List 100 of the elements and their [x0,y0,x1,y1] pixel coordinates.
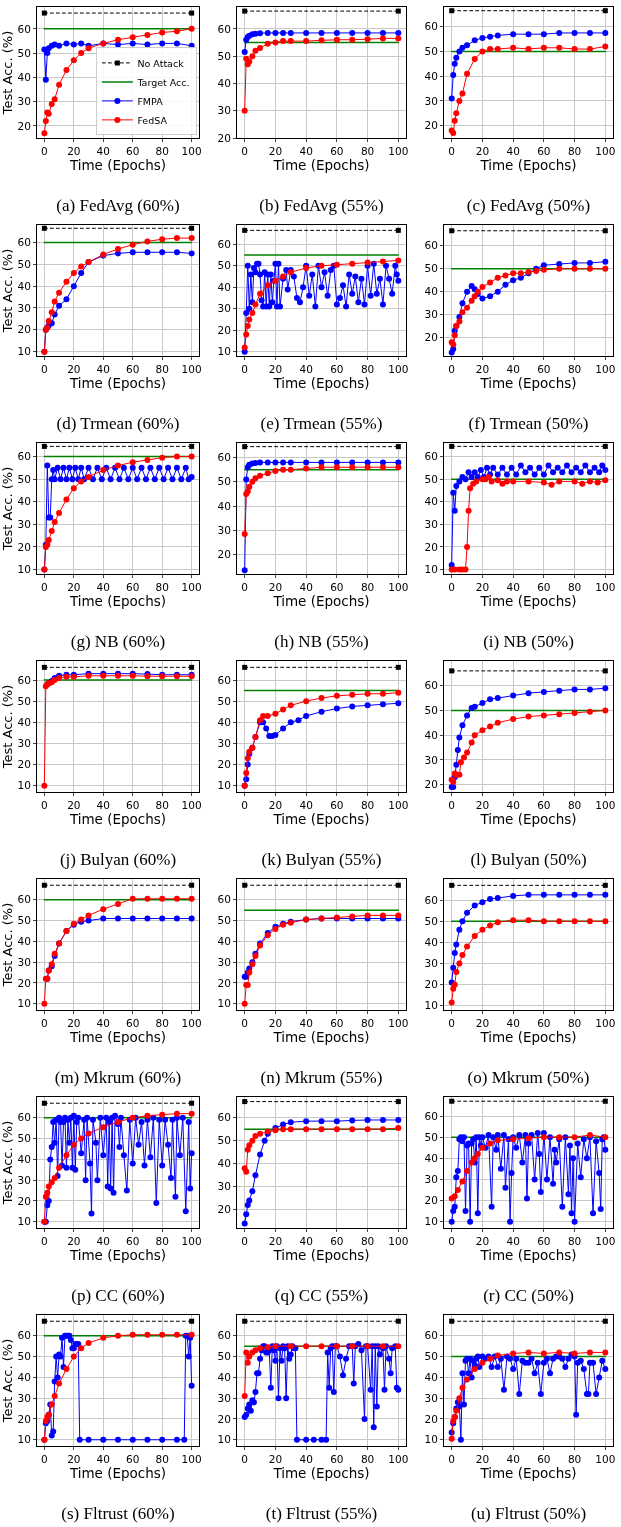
y-tick-label: 40 [17,71,31,84]
y-tick-label: 20 [424,978,438,991]
y-tick-label: 50 [217,694,231,707]
x-tick-label: 40 [96,580,110,593]
text: (d) Trmean (60%) [56,414,180,434]
x-tick-label: 0 [448,362,456,375]
y-tick-label: 50 [424,704,438,717]
text: (b) FedAvg (55%) [259,196,384,216]
y-tick-label: 50 [424,1130,438,1143]
x-axis-title: Time (Epochs) [272,810,370,827]
x-tick-label: 20 [475,1016,490,1029]
y-tick-label: 40 [217,935,231,948]
y-tick-label: 40 [424,69,438,82]
x-tick-label: 80 [360,798,375,811]
y-tick-label: 20 [217,548,231,561]
y-tick-label: 20 [17,1194,31,1207]
x-axis-title: Time (Epochs) [272,374,370,391]
x-tick-label: 0 [41,798,48,811]
y-tick-label: 50 [217,1350,231,1363]
x-tick-label: 100 [181,1016,202,1029]
y-tick-label: 10 [17,563,31,576]
y-tick-label: 30 [17,1173,31,1186]
x-tick-label: 60 [537,1016,551,1029]
y-tick-label: 60 [217,22,231,35]
y-tick-label: 60 [424,450,438,463]
y-tick-label: 40 [17,1153,31,1166]
y-tick-label: 50 [217,914,231,927]
y-tick-label: 30 [17,301,31,314]
y-tick-label: 30 [424,1391,438,1404]
text: (o) Mkrum (50%) [467,1068,590,1088]
x-tick-label: 0 [241,1452,249,1465]
x-tick-label: 100 [388,798,409,811]
x-tick-label: 80 [155,580,169,593]
x-tick-label: 20 [67,580,81,593]
x-tick-label: 0 [41,362,48,375]
y-tick-label: 30 [17,1391,31,1404]
y-tick-label: 20 [17,758,31,771]
x-tick-label: 80 [360,1016,375,1029]
x-tick-label: 100 [595,1452,616,1465]
y-tick-label: 40 [17,935,31,948]
y-tick-label: 50 [17,46,31,59]
y-tick-label: 10 [424,999,438,1012]
x-tick-label: 40 [96,798,110,811]
x-tick-label: 20 [268,798,283,811]
x-tick-label: 0 [241,1016,249,1029]
x-tick-label: 20 [268,580,283,593]
x-tick-label: 20 [67,1452,81,1465]
y-tick-label: 60 [217,673,231,686]
y-tick-label: 20 [17,540,31,553]
y-axis-title: Test Acc. (%) [0,1120,15,1206]
x-tick-label: 80 [155,1016,169,1029]
y-tick-label: 60 [217,893,231,906]
x-tick-label: 40 [506,1452,520,1465]
x-tick-label: 80 [567,798,582,811]
y-tick-label: 40 [17,279,31,292]
x-axis-title: Time (Epochs) [68,374,167,391]
y-tick-label: 60 [424,1329,438,1342]
x-tick-label: 60 [537,580,551,593]
y-tick-label: 40 [217,715,231,728]
x-tick-label: 100 [181,580,202,593]
y-tick-label: 50 [17,914,31,927]
text: (k) Bulyan (55%) [261,850,382,870]
y-tick-label: 60 [217,1111,231,1124]
y-tick-label: 20 [17,323,31,336]
x-tick-label: 0 [241,798,249,811]
x-tick-label: 0 [241,144,249,157]
y-tick-label: 30 [217,737,231,750]
y-tick-label: 50 [217,475,231,488]
x-tick-label: 80 [155,144,169,157]
y-tick-label: 40 [17,495,31,508]
x-tick-label: 20 [268,1234,283,1247]
x-tick-label: 100 [388,362,409,375]
y-tick-label: 60 [424,1109,438,1122]
x-tick-label: 100 [181,1452,202,1465]
x-tick-label: 60 [126,1016,140,1029]
x-tick-label: 0 [41,1016,48,1029]
y-tick-label: 60 [17,893,31,906]
x-tick-label: 80 [567,144,582,157]
text: (m) Mkrum (60%) [54,1068,182,1088]
y-tick-label: 20 [217,323,231,336]
x-tick-label: 60 [330,362,344,375]
x-axis-title: Time (Epochs) [479,1028,577,1045]
x-tick-label: 40 [299,1016,313,1029]
x-tick-label: 20 [268,362,283,375]
x-tick-label: 80 [360,1234,375,1247]
x-tick-label: 40 [506,362,520,375]
text: (s) Fltrust (60%) [61,1504,175,1524]
x-tick-label: 60 [537,144,551,157]
x-axis-title: Time (Epochs) [479,374,577,391]
x-axis-title: Time (Epochs) [68,156,167,173]
text: (i) NB (50%) [483,632,574,652]
x-tick-label: 20 [475,580,490,593]
x-tick-label: 40 [506,144,520,157]
x-tick-label: 0 [41,144,48,157]
y-axis-title: Test Acc. (%) [0,684,15,770]
x-axis-title: Time (Epochs) [68,1028,167,1045]
text: (l) Bulyan (50%) [470,850,587,870]
y-tick-label: 30 [217,955,231,968]
x-tick-label: 80 [155,1234,169,1247]
text: (c) FedAvg (50%) [466,196,591,216]
